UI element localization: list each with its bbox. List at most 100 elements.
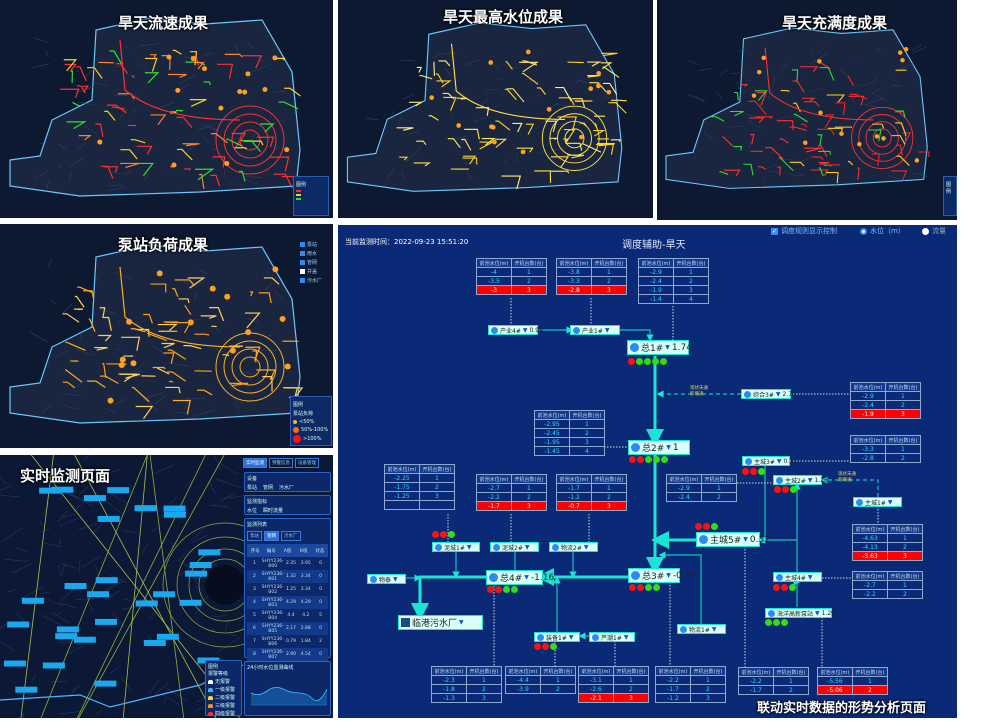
pump-station-node[interactable]: 物流1# ▼ <box>677 624 726 634</box>
pump-station-marker[interactable] <box>107 397 114 404</box>
list-tab[interactable]: 管网 <box>264 531 279 541</box>
tab-device[interactable]: 设备管理 <box>295 458 319 468</box>
sensor-label[interactable] <box>15 686 38 693</box>
pump-station-marker[interactable] <box>756 69 762 75</box>
dropdown-arrow-icon[interactable]: ▼ <box>887 498 893 506</box>
sensor-label[interactable] <box>42 662 65 669</box>
pump-station-marker[interactable] <box>242 89 248 95</box>
monitoring-row[interactable]: 4 SHYY236-B03 4.29 4.29 0 <box>247 596 328 609</box>
dropdown-arrow-icon[interactable]: ▼ <box>524 574 529 581</box>
monitoring-row[interactable]: 2 SHYY236-B01 1.32 3.34 0 <box>247 570 328 583</box>
pump-station-marker[interactable] <box>156 270 163 277</box>
dropdown-arrow-icon[interactable]: ▼ <box>466 543 472 551</box>
pump-station-marker[interactable] <box>284 363 291 370</box>
dropdown-arrow-icon[interactable]: ▼ <box>807 476 813 484</box>
pump-station-node[interactable]: 总3# ▼ -0.76 <box>628 568 696 583</box>
pump-station-marker[interactable] <box>525 49 531 55</box>
sensor-label[interactable] <box>55 633 78 640</box>
pump-station-marker[interactable] <box>272 55 278 61</box>
sensor-label[interactable] <box>64 583 87 590</box>
pump-station-marker[interactable] <box>751 93 757 98</box>
pump-station-node[interactable]: 总2# ▼ 1 <box>628 440 690 455</box>
pump-station-marker[interactable] <box>588 86 594 92</box>
sensor-label[interactable] <box>107 487 130 494</box>
sensor-label[interactable] <box>51 486 74 493</box>
rule-display-checkbox[interactable]: ✓ 调度规则显示控制 <box>771 227 837 235</box>
pump-station-node[interactable]: 临港污水厂 ▼ <box>398 615 483 630</box>
metric-option[interactable]: 瞬时流量 <box>263 508 284 514</box>
monitoring-row[interactable]: 5 SHYY236-B04 4.4 4.2 5 <box>247 609 328 622</box>
pump-station-marker[interactable] <box>272 266 279 273</box>
pump-station-node[interactable]: 物流2# ▼ <box>549 542 598 552</box>
pump-station-marker[interactable] <box>190 56 196 62</box>
sensor-label[interactable] <box>21 597 44 604</box>
pump-station-marker[interactable] <box>596 83 601 89</box>
monitoring-map[interactable] <box>0 455 333 718</box>
pump-station-node[interactable]: 泥城2# ▼ <box>490 542 539 552</box>
sensor-label[interactable] <box>143 639 166 646</box>
pump-station-marker[interactable] <box>97 139 103 145</box>
dropdown-arrow-icon[interactable]: ▼ <box>665 344 670 351</box>
pump-station-marker[interactable] <box>803 140 808 145</box>
monitoring-row[interactable]: 7 SHYY236-B06 0.79 1.84 2 <box>247 635 328 648</box>
pump-station-marker[interactable] <box>284 147 290 153</box>
sensor-label[interactable] <box>163 511 186 518</box>
device-option[interactable]: 污水厂 <box>279 485 295 491</box>
pump-load-map[interactable] <box>0 224 333 448</box>
layer-toggle[interactable]: 雨水 <box>300 250 322 257</box>
pump-station-marker[interactable] <box>175 87 181 93</box>
pump-station-marker[interactable] <box>818 110 823 115</box>
sensor-label[interactable] <box>97 515 120 522</box>
sensor-label[interactable] <box>94 680 117 687</box>
pump-station-marker[interactable] <box>118 362 125 369</box>
monitoring-row[interactable]: 1 SHYY236-B00 2.35 3.95 0 <box>247 557 328 570</box>
pump-station-marker[interactable] <box>488 60 494 65</box>
pump-station-marker[interactable] <box>606 89 612 95</box>
monitoring-row[interactable]: 6 SHYY236-B05 2.17 2.88 0 <box>247 622 328 635</box>
sensor-label[interactable] <box>83 495 106 502</box>
pump-station-marker[interactable] <box>429 95 435 100</box>
pump-station-marker[interactable] <box>492 139 497 145</box>
sensor-label[interactable] <box>3 660 26 667</box>
pump-station-marker[interactable] <box>881 136 886 141</box>
sensor-label[interactable] <box>156 633 179 640</box>
pump-station-node[interactable]: 总1# ▼ 1.74 <box>627 340 692 355</box>
pump-station-marker[interactable] <box>839 131 844 136</box>
list-tab[interactable]: 污水厂 <box>281 531 301 541</box>
dropdown-arrow-icon[interactable]: ▼ <box>568 633 574 641</box>
pump-station-marker[interactable] <box>119 356 126 363</box>
layer-toggle[interactable]: 泵站 <box>300 241 322 248</box>
sensor-label[interactable] <box>87 591 110 598</box>
metric-option[interactable]: 水位 <box>247 508 258 514</box>
monitoring-row[interactable]: 3 SHYY236-B02 1.25 3.34 0 <box>247 583 328 596</box>
dropdown-arrow-icon[interactable]: ▼ <box>666 444 671 451</box>
dropdown-arrow-icon[interactable]: ▼ <box>459 619 464 626</box>
pump-station-node[interactable]: 产业1# ▼ <box>570 325 620 335</box>
sensor-label[interactable] <box>56 626 79 633</box>
pump-station-marker[interactable] <box>279 315 286 322</box>
pump-station-marker[interactable] <box>761 55 766 61</box>
dropdown-arrow-icon[interactable]: ▼ <box>775 390 781 398</box>
pump-station-marker[interactable] <box>218 105 224 111</box>
sensor-label[interactable] <box>39 487 62 494</box>
dropdown-arrow-icon[interactable]: ▼ <box>776 457 782 465</box>
pump-station-node[interactable]: 主城4# ▼ <box>773 572 822 582</box>
dropdown-arrow-icon[interactable]: ▼ <box>524 543 530 551</box>
dropdown-arrow-icon[interactable]: ▼ <box>807 573 813 581</box>
pump-station-marker[interactable] <box>914 158 920 163</box>
pump-station-node[interactable]: 主城1# ▼ <box>853 497 902 507</box>
velocity-map[interactable] <box>0 0 333 218</box>
tab-warning[interactable]: 预警信息 <box>269 458 293 468</box>
water-level-map[interactable] <box>338 0 653 218</box>
pump-station-node[interactable]: 主城2# ▼ 1.26 <box>773 475 828 485</box>
dropdown-arrow-icon[interactable]: ▼ <box>666 572 671 579</box>
pump-station-node[interactable]: 装备1# ▼ <box>534 632 580 642</box>
pump-station-marker[interactable] <box>166 54 172 60</box>
flow-radio[interactable]: 流量 <box>922 226 946 236</box>
pump-station-marker[interactable] <box>262 86 268 92</box>
sensor-label[interactable] <box>134 505 157 512</box>
pump-station-marker[interactable] <box>209 285 216 292</box>
dropdown-arrow-icon[interactable]: ▼ <box>583 543 589 551</box>
layer-toggle[interactable]: 污水厂 <box>300 277 322 284</box>
list-tab[interactable]: 泵站 <box>247 531 262 541</box>
